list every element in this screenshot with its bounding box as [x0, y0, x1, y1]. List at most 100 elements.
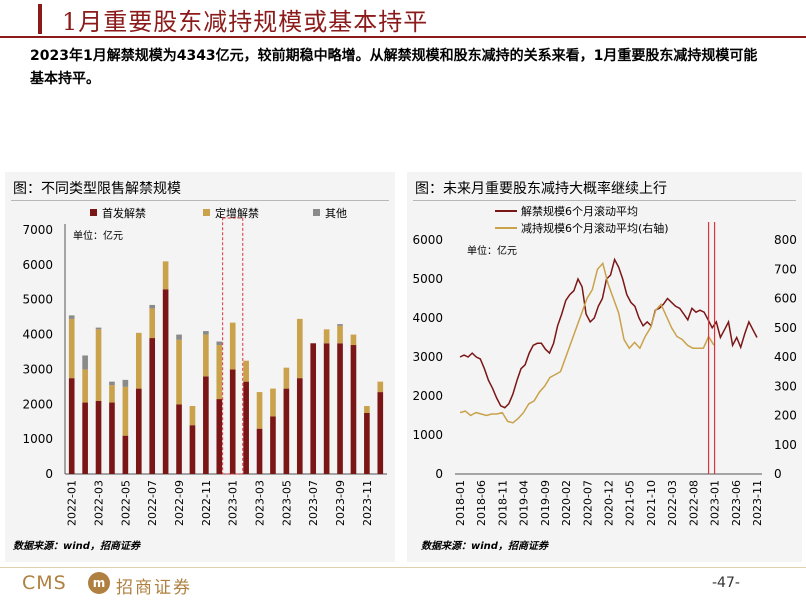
bar-segment	[377, 392, 384, 474]
bar-segment	[135, 388, 142, 474]
y-tick-label: 1000	[22, 432, 53, 446]
x-tick-label: 2023-05	[280, 480, 293, 526]
x-tick-label: 2023-03	[254, 480, 267, 526]
bar-segment	[95, 327, 102, 330]
bar-segment	[82, 402, 88, 474]
bar-segment	[68, 318, 75, 379]
x-tick-label: 2023-06	[730, 480, 743, 526]
bar-segment	[68, 315, 75, 319]
bar-segment	[216, 345, 223, 400]
legend-label: 其他	[325, 207, 347, 220]
y-left-tick-label: 3000	[412, 350, 443, 364]
bar-segment	[216, 399, 223, 474]
bar-segment	[176, 339, 182, 405]
y-right-tick-label: 200	[774, 409, 797, 423]
y-right-tick-label: 100	[774, 438, 797, 452]
x-tick-label: 2022-08	[687, 480, 700, 526]
x-tick-label: 2023-07	[307, 480, 320, 526]
bar-segment	[310, 343, 317, 474]
bar-segment	[203, 376, 209, 474]
bar-segment	[337, 324, 343, 326]
footer-divider	[0, 567, 806, 568]
summary-text: 2023年1月解禁规模为4343亿元，较前期稳中略增。从解禁规模和股东减持的关系…	[30, 48, 758, 87]
bar-segment	[149, 338, 156, 474]
bar-segment	[82, 355, 88, 370]
title-accent	[38, 4, 42, 34]
bar-segment	[243, 360, 249, 382]
bar-segment	[203, 334, 209, 377]
legend-label: 首发解禁	[102, 206, 146, 220]
x-tick-label: 2023-11	[751, 480, 764, 526]
y-tick-label: 3000	[22, 362, 53, 376]
title-bar: 1月重要股东减持规模或基本持平	[0, 0, 806, 38]
x-tick-label: 2019-04	[518, 480, 531, 526]
y-tick-label: 0	[45, 467, 53, 481]
bar-segment	[149, 304, 156, 309]
bar-segment	[109, 381, 115, 386]
x-tick-label: 2020-07	[581, 480, 594, 526]
y-right-tick-label: 700	[774, 262, 797, 276]
left-title-rule	[11, 200, 389, 201]
bar-segment	[122, 386, 129, 436]
bar-segment	[270, 416, 276, 474]
y-right-tick-label: 400	[774, 350, 797, 364]
y-tick-label: 4000	[22, 328, 53, 342]
title-underline	[0, 36, 806, 38]
bar-segment	[296, 378, 303, 474]
bar-segment	[350, 334, 357, 346]
x-tick-label: 2022-03	[93, 480, 106, 526]
right-title-rule	[413, 200, 796, 201]
unit-label: 单位：亿元	[73, 229, 123, 242]
bar-segment	[323, 343, 330, 474]
bar-segment	[323, 329, 330, 344]
legend-label: 解禁规模6个月滚动平均	[521, 204, 638, 218]
y-tick-label: 5000	[22, 293, 53, 307]
bar-segment	[176, 334, 182, 340]
series-line-reduce	[459, 261, 715, 424]
x-tick-label: 2020-12	[603, 480, 616, 526]
x-tick-label: 2022-05	[119, 480, 132, 526]
x-tick-label: 2021-10	[645, 480, 658, 526]
legend-swatch	[203, 209, 210, 216]
page-title: 1月重要股东减持规模或基本持平	[62, 8, 429, 36]
bar-segment	[109, 385, 115, 403]
bar-segment	[337, 343, 343, 474]
bar-segment	[283, 367, 290, 389]
bar-segment	[122, 379, 129, 387]
bar-segment	[135, 332, 142, 389]
bar-segment	[350, 345, 357, 474]
bar-segment	[203, 331, 209, 335]
y-tick-label: 2000	[22, 397, 53, 411]
bar-segment	[162, 261, 169, 290]
x-tick-label: 2019-09	[539, 480, 552, 526]
bar-segment	[364, 406, 370, 413]
page-number: -47-	[712, 575, 740, 591]
x-tick-label: 2022-11	[200, 480, 213, 526]
bar-segment	[109, 402, 115, 474]
right-chart-title: 图：未来月重要股东减持大概率继续上行	[415, 181, 667, 197]
legend-swatch	[313, 209, 320, 216]
y-left-tick-label: 4000	[412, 311, 443, 325]
x-tick-label: 2018-11	[496, 480, 509, 526]
bar-segment	[149, 308, 156, 339]
y-left-tick-label: 0	[435, 467, 443, 481]
x-tick-label: 2022-01	[66, 480, 79, 526]
x-tick-label: 2018-06	[475, 480, 488, 526]
y-right-tick-label: 800	[774, 233, 797, 247]
highlight-box	[222, 217, 244, 475]
y-tick-label: 6000	[22, 258, 53, 272]
bar-segment	[243, 381, 249, 474]
x-tick-label: 2022-03	[666, 480, 679, 526]
y-left-tick-label: 6000	[412, 233, 443, 247]
legend-label: 减持规模6个月滚动平均(右轴)	[521, 221, 669, 235]
bar-segment	[296, 318, 303, 379]
footer-logo-icon: m	[88, 572, 110, 594]
y-right-tick-label: 500	[774, 321, 797, 335]
legend-swatch	[90, 209, 97, 216]
footer-company: 招商证券	[116, 578, 192, 598]
bar-segment	[122, 435, 129, 474]
x-tick-label: 2023-11	[361, 480, 374, 526]
right-chart-panel: 图：未来月重要股东减持大概率继续上行 解禁规模6个月滚动平均减持规模6个月滚动平…	[407, 172, 802, 562]
reduction-line-chart: 解禁规模6个月滚动平均减持规模6个月滚动平均(右轴)单位：亿元010002000…	[412, 204, 797, 526]
